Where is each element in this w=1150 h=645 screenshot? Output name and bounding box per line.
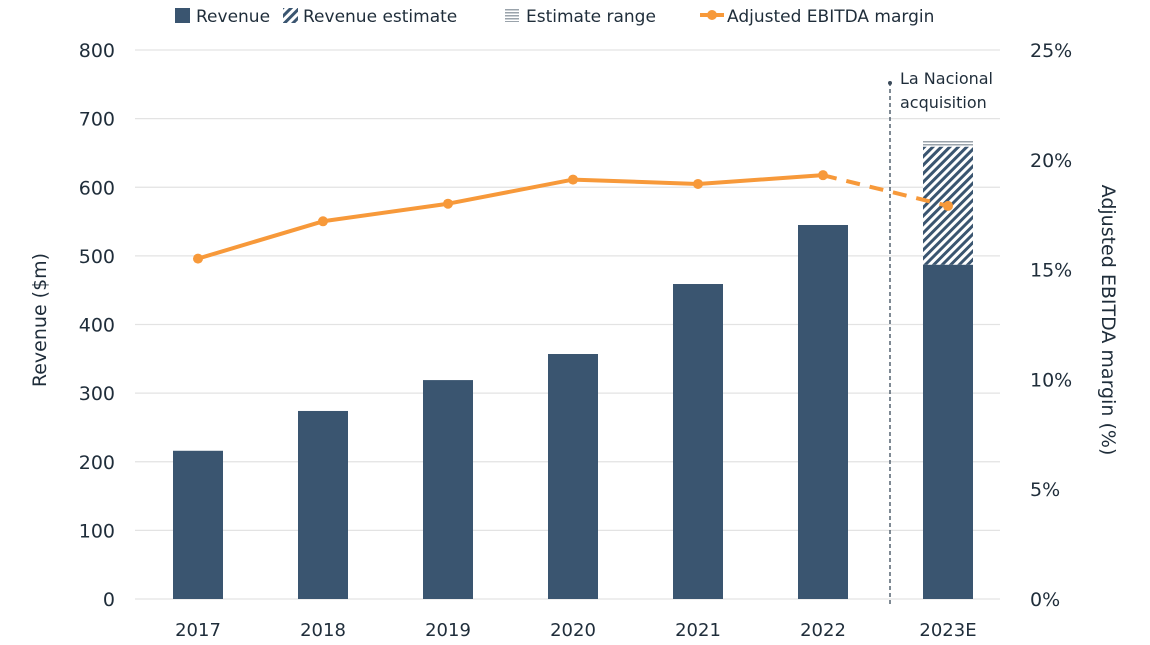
margin-point xyxy=(443,198,453,209)
x-tick-label: 2023E xyxy=(919,620,976,641)
margin-point xyxy=(693,178,703,189)
y2-tick-label: 10% xyxy=(1030,369,1072,391)
margin-line-actual xyxy=(197,173,824,261)
legend-label-margin: Adjusted EBITDA margin xyxy=(727,7,934,27)
y2-tick-label: 15% xyxy=(1030,260,1072,282)
y2-tick-label: 20% xyxy=(1030,150,1072,172)
x-tick-label: 2020 xyxy=(550,620,596,641)
y-axis-label: Revenue ($m) xyxy=(29,253,51,387)
x-tick-label: 2018 xyxy=(300,620,346,641)
y-tick-label: 0 xyxy=(103,589,115,611)
annotation-line2: acquisition xyxy=(900,93,987,112)
x-tick-label: 2021 xyxy=(675,620,721,641)
margin-point xyxy=(568,174,578,185)
legend-swatch-margin-dot xyxy=(707,10,717,20)
annotation-line1: La Nacional xyxy=(900,69,993,88)
y-tick-label: 300 xyxy=(79,383,115,405)
legend-swatch-revenue xyxy=(175,8,190,23)
revenue-bar xyxy=(923,264,973,599)
legend-swatch-estimate xyxy=(283,8,298,23)
margin-point xyxy=(193,253,203,264)
y2-tick-label: 25% xyxy=(1030,40,1072,62)
gridlines xyxy=(135,49,1000,600)
y-tick-label: 100 xyxy=(79,520,115,542)
margin-line-estimate xyxy=(822,173,949,208)
revenue-bar xyxy=(423,380,473,599)
revenue-bar xyxy=(298,410,348,599)
y-tick-label: 500 xyxy=(79,246,115,268)
legend-swatch-range xyxy=(505,9,519,22)
revenue-bar xyxy=(798,224,848,599)
x-tick-label: 2017 xyxy=(175,620,221,641)
x-tick-label: 2019 xyxy=(425,620,471,641)
x-tick-label: 2022 xyxy=(800,620,846,641)
y2-tick-label: 0% xyxy=(1030,589,1060,611)
margin-point xyxy=(318,216,328,227)
y2-axis-label: Adjusted EBITDA margin (%) xyxy=(1097,185,1119,456)
y-tick-label: 800 xyxy=(79,40,115,62)
y-tick-label: 400 xyxy=(79,315,115,337)
y-tick-label: 200 xyxy=(79,452,115,474)
legend: Revenue Revenue estimate Estimate range … xyxy=(175,7,934,27)
legend-label-revenue: Revenue xyxy=(196,7,270,27)
revenue-bar xyxy=(548,354,598,599)
margin-point xyxy=(818,170,828,181)
axes: 0 100 200 300 400 500 600 700 800 0% 5% 10% 15% 20% 25… xyxy=(79,40,1073,641)
margin-line xyxy=(193,170,953,264)
legend-label-estimate: Revenue estimate xyxy=(303,7,457,27)
acquisition-marker xyxy=(888,81,892,85)
y-tick-label: 700 xyxy=(79,109,115,131)
y-tick-label: 600 xyxy=(79,177,115,199)
revenue-bar xyxy=(173,450,223,599)
estimate-range-bar xyxy=(923,140,973,147)
revenue-bar xyxy=(673,284,723,599)
bars xyxy=(173,140,973,599)
y2-tick-label: 5% xyxy=(1030,479,1060,501)
margin-point xyxy=(943,200,953,211)
legend-label-range: Estimate range xyxy=(526,7,656,27)
